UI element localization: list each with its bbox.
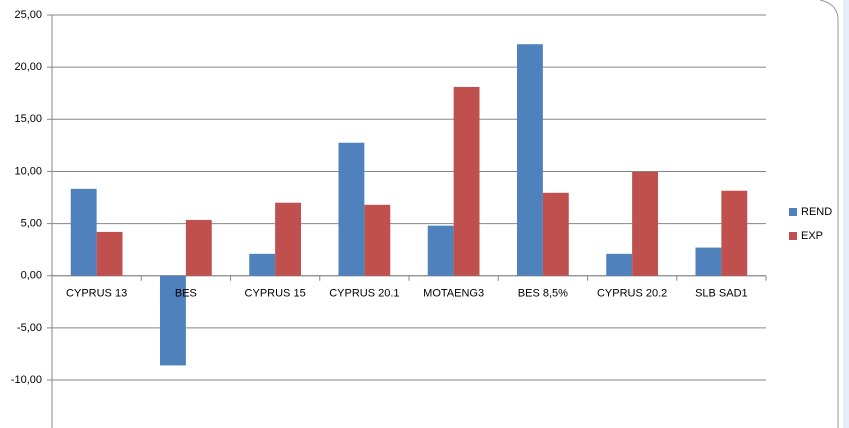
x-tick-label: BES 8,5% xyxy=(518,288,568,300)
bar xyxy=(516,44,543,276)
bar xyxy=(338,142,365,276)
y-tick-label: 25,00 xyxy=(14,9,42,21)
x-tick-label: MOTAENG3 xyxy=(423,288,484,300)
bar xyxy=(453,86,480,276)
bar xyxy=(249,253,276,276)
legend-swatch xyxy=(789,232,797,240)
bar xyxy=(364,204,391,276)
x-tick-label: CYPRUS 15 xyxy=(245,288,306,300)
x-tick-label: CYPRUS 20.1 xyxy=(329,288,399,300)
bar xyxy=(695,247,722,276)
bar xyxy=(542,192,569,276)
bar xyxy=(427,225,454,276)
legend-label: REND xyxy=(801,206,832,218)
bar xyxy=(275,202,302,276)
bar xyxy=(606,253,633,276)
x-tick-label: BES xyxy=(175,288,197,300)
legend-swatch xyxy=(789,208,797,216)
bar xyxy=(632,171,659,276)
y-tick-label: -5,00 xyxy=(17,322,42,334)
y-tick-label: 15,00 xyxy=(14,113,42,125)
bar xyxy=(159,275,186,366)
bar xyxy=(185,219,212,276)
x-tick-label: CYPRUS 20.2 xyxy=(597,288,667,300)
y-tick-label: 5,00 xyxy=(21,217,42,229)
window-edge xyxy=(843,0,849,428)
y-tick-label: 0,00 xyxy=(21,270,42,282)
bar xyxy=(70,188,97,276)
y-tick-label: 10,00 xyxy=(14,165,42,177)
y-tick-label: -10,00 xyxy=(11,374,42,386)
chart-frame xyxy=(819,0,839,428)
x-tick-label: SLB SAD1 xyxy=(695,288,748,300)
legend-label: EXP xyxy=(801,230,823,242)
bar xyxy=(721,190,748,276)
bar xyxy=(96,231,123,276)
x-tick-label: CYPRUS 13 xyxy=(66,288,127,300)
y-tick-label: 20,00 xyxy=(14,61,42,73)
